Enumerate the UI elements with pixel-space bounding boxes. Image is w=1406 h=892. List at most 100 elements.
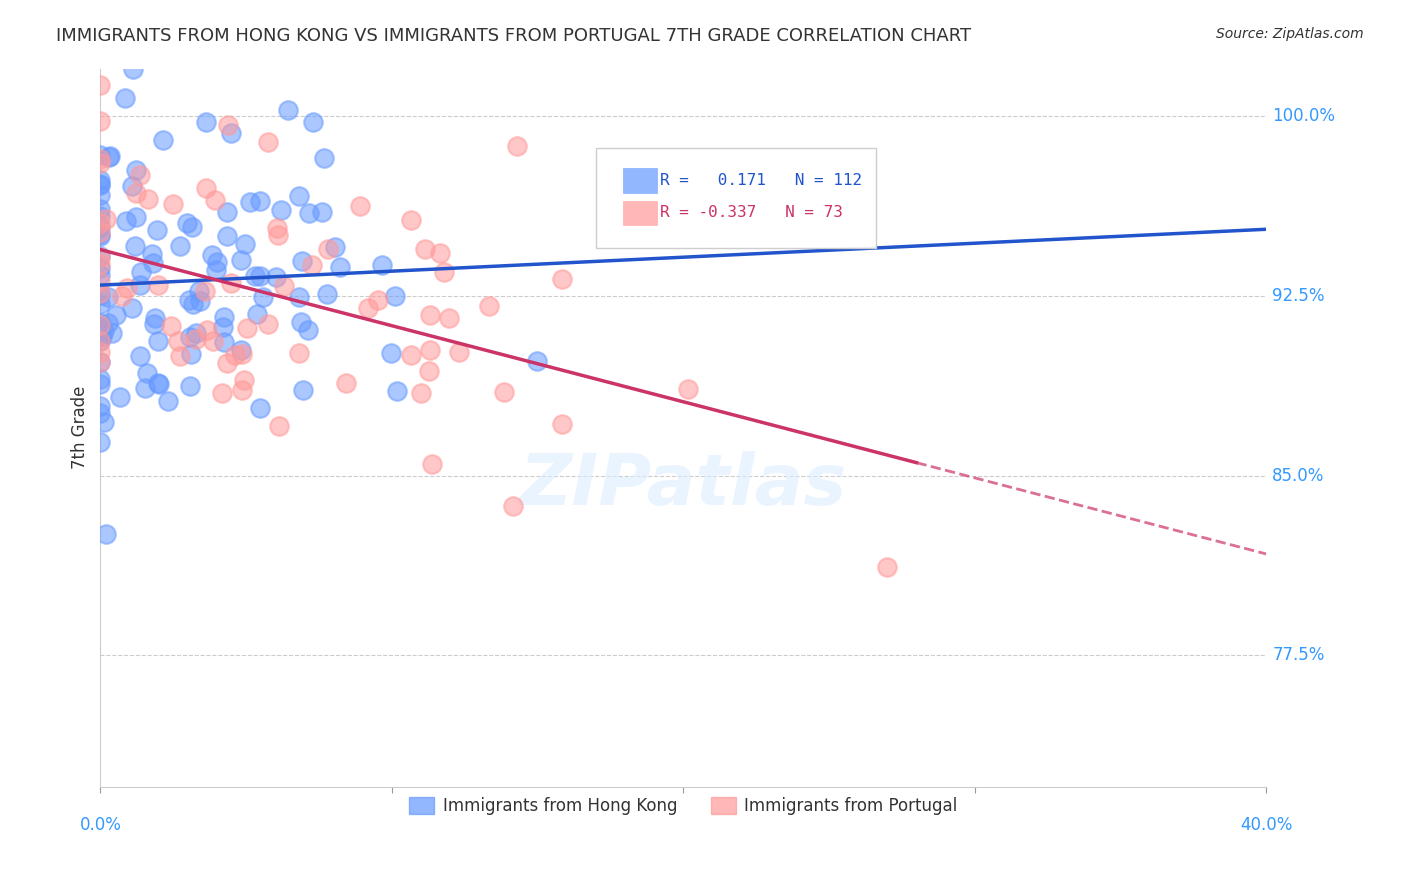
Point (214, 334, 236, 349)
Point (380, 345, 402, 359)
Point (273, 279, 295, 293)
Point (89, 268, 111, 282)
Point (136, 192, 159, 206)
Point (418, 364, 440, 378)
Point (419, 309, 441, 323)
Point (419, 343, 441, 357)
Point (125, 162, 148, 177)
Point (526, 353, 548, 368)
Point (148, 376, 170, 391)
Point (89, 249, 111, 263)
Point (143, 318, 166, 332)
Point (89, 355, 111, 369)
Point (152, 133, 174, 147)
Point (142, 256, 165, 270)
Point (246, 306, 269, 320)
Point (89, 329, 111, 343)
Point (89, 334, 111, 348)
Point (115, 214, 138, 228)
Point (166, 334, 188, 348)
Point (89, 344, 111, 359)
Point (187, 284, 209, 298)
Point (89, 260, 111, 275)
Point (252, 290, 274, 304)
Point (439, 310, 461, 325)
Point (506, 138, 529, 153)
Point (89, 399, 111, 413)
Point (211, 319, 233, 334)
FancyBboxPatch shape (596, 147, 876, 248)
Point (89, 318, 111, 333)
Point (429, 245, 451, 260)
Point (93, 324, 115, 338)
Point (89, 297, 111, 311)
Point (100, 326, 122, 340)
Point (413, 242, 436, 256)
Point (323, 240, 346, 254)
Point (89, 355, 111, 369)
Point (89, 178, 111, 192)
Point (312, 151, 335, 165)
Point (249, 194, 271, 208)
Point (169, 349, 191, 363)
Point (89, 334, 111, 348)
Point (349, 198, 371, 212)
Point (219, 127, 242, 141)
Point (136, 367, 159, 381)
Point (89, 275, 111, 289)
Text: R =   0.171   N = 112: R = 0.171 N = 112 (659, 173, 862, 188)
Point (270, 202, 292, 217)
Point (89, 372, 111, 386)
Point (124, 186, 146, 201)
Point (297, 323, 319, 337)
Point (478, 299, 501, 313)
Point (96, 316, 118, 330)
Point (129, 169, 152, 183)
Point (89, 153, 111, 167)
Point (176, 216, 198, 230)
Text: ZIPatlas: ZIPatlas (520, 450, 846, 520)
Point (205, 263, 228, 277)
Point (236, 321, 259, 335)
Point (129, 349, 152, 363)
Point (89, 173, 111, 187)
Point (145, 223, 167, 237)
Point (447, 344, 470, 359)
Point (229, 252, 252, 267)
Point (89, 210, 111, 224)
Point (124, 238, 146, 252)
Point (301, 258, 323, 272)
Point (184, 332, 207, 346)
Point (267, 228, 290, 243)
Point (269, 418, 291, 433)
Point (367, 293, 389, 307)
Point (329, 260, 352, 275)
Point (316, 243, 339, 257)
Point (89, 227, 111, 242)
Point (311, 205, 333, 219)
Point (181, 297, 204, 311)
Point (266, 221, 288, 235)
Point (249, 269, 271, 284)
Point (169, 239, 191, 253)
Point (125, 211, 148, 225)
Point (502, 499, 524, 513)
Point (105, 309, 128, 323)
Point (93, 415, 115, 429)
Point (108, 391, 131, 405)
Point (211, 385, 233, 400)
Point (264, 269, 287, 284)
Point (89, 219, 111, 234)
Point (89, 229, 111, 244)
Point (179, 379, 201, 393)
Point (212, 310, 235, 324)
Point (551, 272, 574, 286)
Point (89, 376, 111, 391)
Legend: Immigrants from Hong Kong, Immigrants from Portugal: Immigrants from Hong Kong, Immigrants fr… (402, 790, 965, 822)
Point (89, 319, 111, 334)
Point (179, 293, 201, 307)
FancyBboxPatch shape (623, 201, 657, 225)
Point (233, 237, 256, 252)
Point (121, 301, 143, 316)
Point (678, 382, 700, 396)
